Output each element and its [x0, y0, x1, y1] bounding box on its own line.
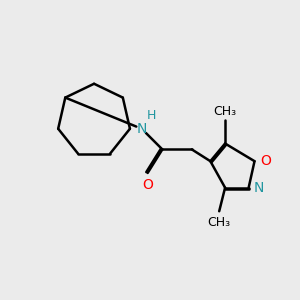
Text: H: H: [147, 109, 156, 122]
Text: N: N: [254, 181, 264, 195]
Text: CH₃: CH₃: [208, 216, 231, 229]
Text: CH₃: CH₃: [214, 106, 237, 118]
Text: O: O: [260, 154, 271, 168]
Text: N: N: [136, 122, 147, 136]
Text: O: O: [142, 178, 153, 192]
